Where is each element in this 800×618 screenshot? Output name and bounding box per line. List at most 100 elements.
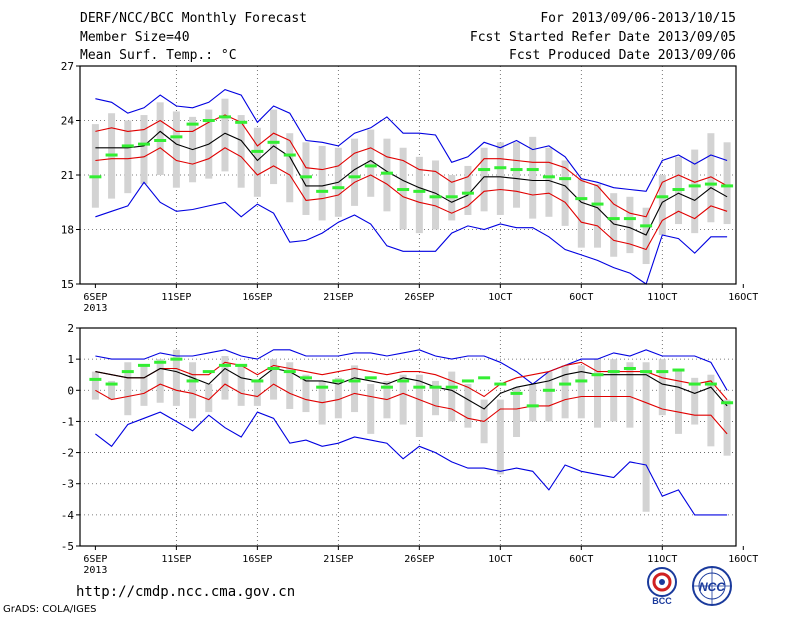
prec-member-box xyxy=(367,384,375,434)
prec-climatology-marker xyxy=(721,401,734,405)
prec-climatology-marker xyxy=(461,379,474,383)
temp-member-box xyxy=(464,165,472,215)
temp-climatology-marker xyxy=(542,175,555,179)
temp-climatology-marker xyxy=(623,217,636,221)
prec-climatology-marker xyxy=(413,385,426,389)
temp-panel: 15 18 21 24 27 6SEP 11SEP 16SEP 21SEP 26SEP 1OCT 6O… xyxy=(61,60,759,314)
prec-climatology-marker xyxy=(542,388,555,392)
temp-ytick-label: 24 xyxy=(61,115,75,128)
prec-climatology-marker xyxy=(429,385,442,389)
prec-climatology-marker xyxy=(332,379,345,383)
prec-xtick-label: 16SEP xyxy=(242,554,272,565)
temp-member-box xyxy=(691,149,699,234)
temp-climatology-marker xyxy=(607,217,620,221)
temp-climatology-marker xyxy=(591,202,604,206)
temp-climatology-marker xyxy=(186,122,199,126)
prec-member-box xyxy=(237,365,245,406)
prec-climatology-marker xyxy=(202,370,215,374)
bcc-logo-ring-inner xyxy=(652,572,672,592)
temp-member-box xyxy=(594,184,602,248)
temp-ytick-label: 15 xyxy=(61,278,74,291)
temp-climatology-marker xyxy=(170,135,183,139)
prec-year-label: 2013 xyxy=(83,565,107,576)
prec-climatology-marker xyxy=(380,385,393,389)
temp-member-box xyxy=(140,115,148,185)
prec-climatology-marker xyxy=(121,370,134,374)
prec-member-box xyxy=(351,365,359,413)
prec-member-box xyxy=(561,365,569,419)
prec-member-box xyxy=(156,359,164,403)
prec-member-box xyxy=(496,399,504,475)
temp-climatology-marker xyxy=(364,164,377,168)
prec-plot-frame xyxy=(79,327,737,547)
prec-climatology-marker xyxy=(591,373,604,377)
bcc-logo-core xyxy=(659,579,665,585)
source-url[interactable]: http://cmdp.ncc.cma.gov.cn xyxy=(76,584,296,600)
prec-xtick-label: 1OCT xyxy=(488,554,512,565)
prec-member-box xyxy=(626,362,634,428)
prec-xtick-label: 21SEP xyxy=(323,554,353,565)
prec-member-box xyxy=(270,359,278,400)
prec-climatology-marker xyxy=(510,391,523,395)
prec-climatology-marker xyxy=(267,366,280,370)
temp-climatology-marker xyxy=(445,195,458,199)
prec-member-box xyxy=(723,399,731,456)
temp-climatology-marker xyxy=(267,140,280,144)
prec-ytick-label: -1 xyxy=(61,415,74,428)
temp-ytick-label: 27 xyxy=(61,60,74,73)
prec-min-line xyxy=(95,411,728,516)
temp-xtick-label: 26SEP xyxy=(404,292,434,303)
temp-member-box xyxy=(221,98,229,172)
prec-climatology-marker xyxy=(105,382,118,386)
prec-member-box xyxy=(415,374,423,437)
prec-ytick-label: 2 xyxy=(67,322,74,335)
prec-climatology-marker xyxy=(672,368,685,372)
prec-xtick-label: 11OCT xyxy=(647,554,677,565)
prec-xtick-label: 26SEP xyxy=(404,554,434,565)
prec-member-box xyxy=(221,356,229,400)
temp-member-box xyxy=(545,147,553,217)
prec-climatology-marker xyxy=(494,382,507,386)
prec-member-box xyxy=(577,365,585,419)
temp-climatology-marker xyxy=(121,144,134,148)
temp-ytick-label: 21 xyxy=(61,169,74,182)
prec-climatology-marker xyxy=(348,379,361,383)
prec-ytick-label: 0 xyxy=(67,384,74,397)
prec-climatology-marker xyxy=(186,379,199,383)
temp-climatology-marker xyxy=(283,153,296,157)
temp-member-box xyxy=(529,136,537,219)
temp-member-box xyxy=(172,111,180,188)
ncc-logo-text: NCC xyxy=(699,580,725,594)
prec-climatology-marker xyxy=(397,379,410,383)
member-size-label: Member Size=40 xyxy=(80,30,190,45)
prec-xtick-label: 11SEP xyxy=(161,554,191,565)
prec-ytick-label: -3 xyxy=(61,478,74,491)
grads-credit: GrADS: COLA/IGES xyxy=(3,604,97,615)
temp-climatology-marker xyxy=(640,224,653,228)
temp-climatology-marker xyxy=(105,153,118,157)
temp-climatology-marker xyxy=(348,175,361,179)
prec-member-box xyxy=(124,362,132,416)
prec-climatology-marker xyxy=(235,363,248,367)
temp-min-line xyxy=(95,181,728,285)
prec-climatology-marker xyxy=(316,385,329,389)
temperature-panel-title: Mean Surf. Temp.: °C xyxy=(80,48,237,63)
prec-climatology-marker xyxy=(607,370,620,374)
temp-climatology-marker xyxy=(575,197,588,201)
temp-climatology-marker xyxy=(218,115,231,119)
temp-member-box xyxy=(270,109,278,185)
prec-xtick-label: 6OCT xyxy=(569,554,593,565)
temp-xtick-label: 16OCT xyxy=(728,292,758,303)
temp-member-box xyxy=(642,207,650,265)
prec-climatology-marker xyxy=(656,370,669,374)
prec-member-box xyxy=(448,371,456,422)
temp-member-box xyxy=(415,156,423,234)
prec-climatology-marker xyxy=(445,385,458,389)
temp-climatology-marker xyxy=(413,189,426,193)
forecast-produced-date-label: Fcst Produced Date 2013/09/06 xyxy=(509,48,736,63)
temp-climatology-marker xyxy=(137,142,150,146)
temp-plot-frame xyxy=(79,65,737,285)
prec-member-box xyxy=(91,371,99,400)
prec-climatology-marker xyxy=(283,370,296,374)
